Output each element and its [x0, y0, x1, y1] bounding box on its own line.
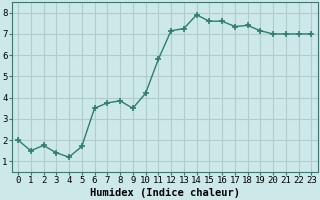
X-axis label: Humidex (Indice chaleur): Humidex (Indice chaleur) [90, 188, 240, 198]
